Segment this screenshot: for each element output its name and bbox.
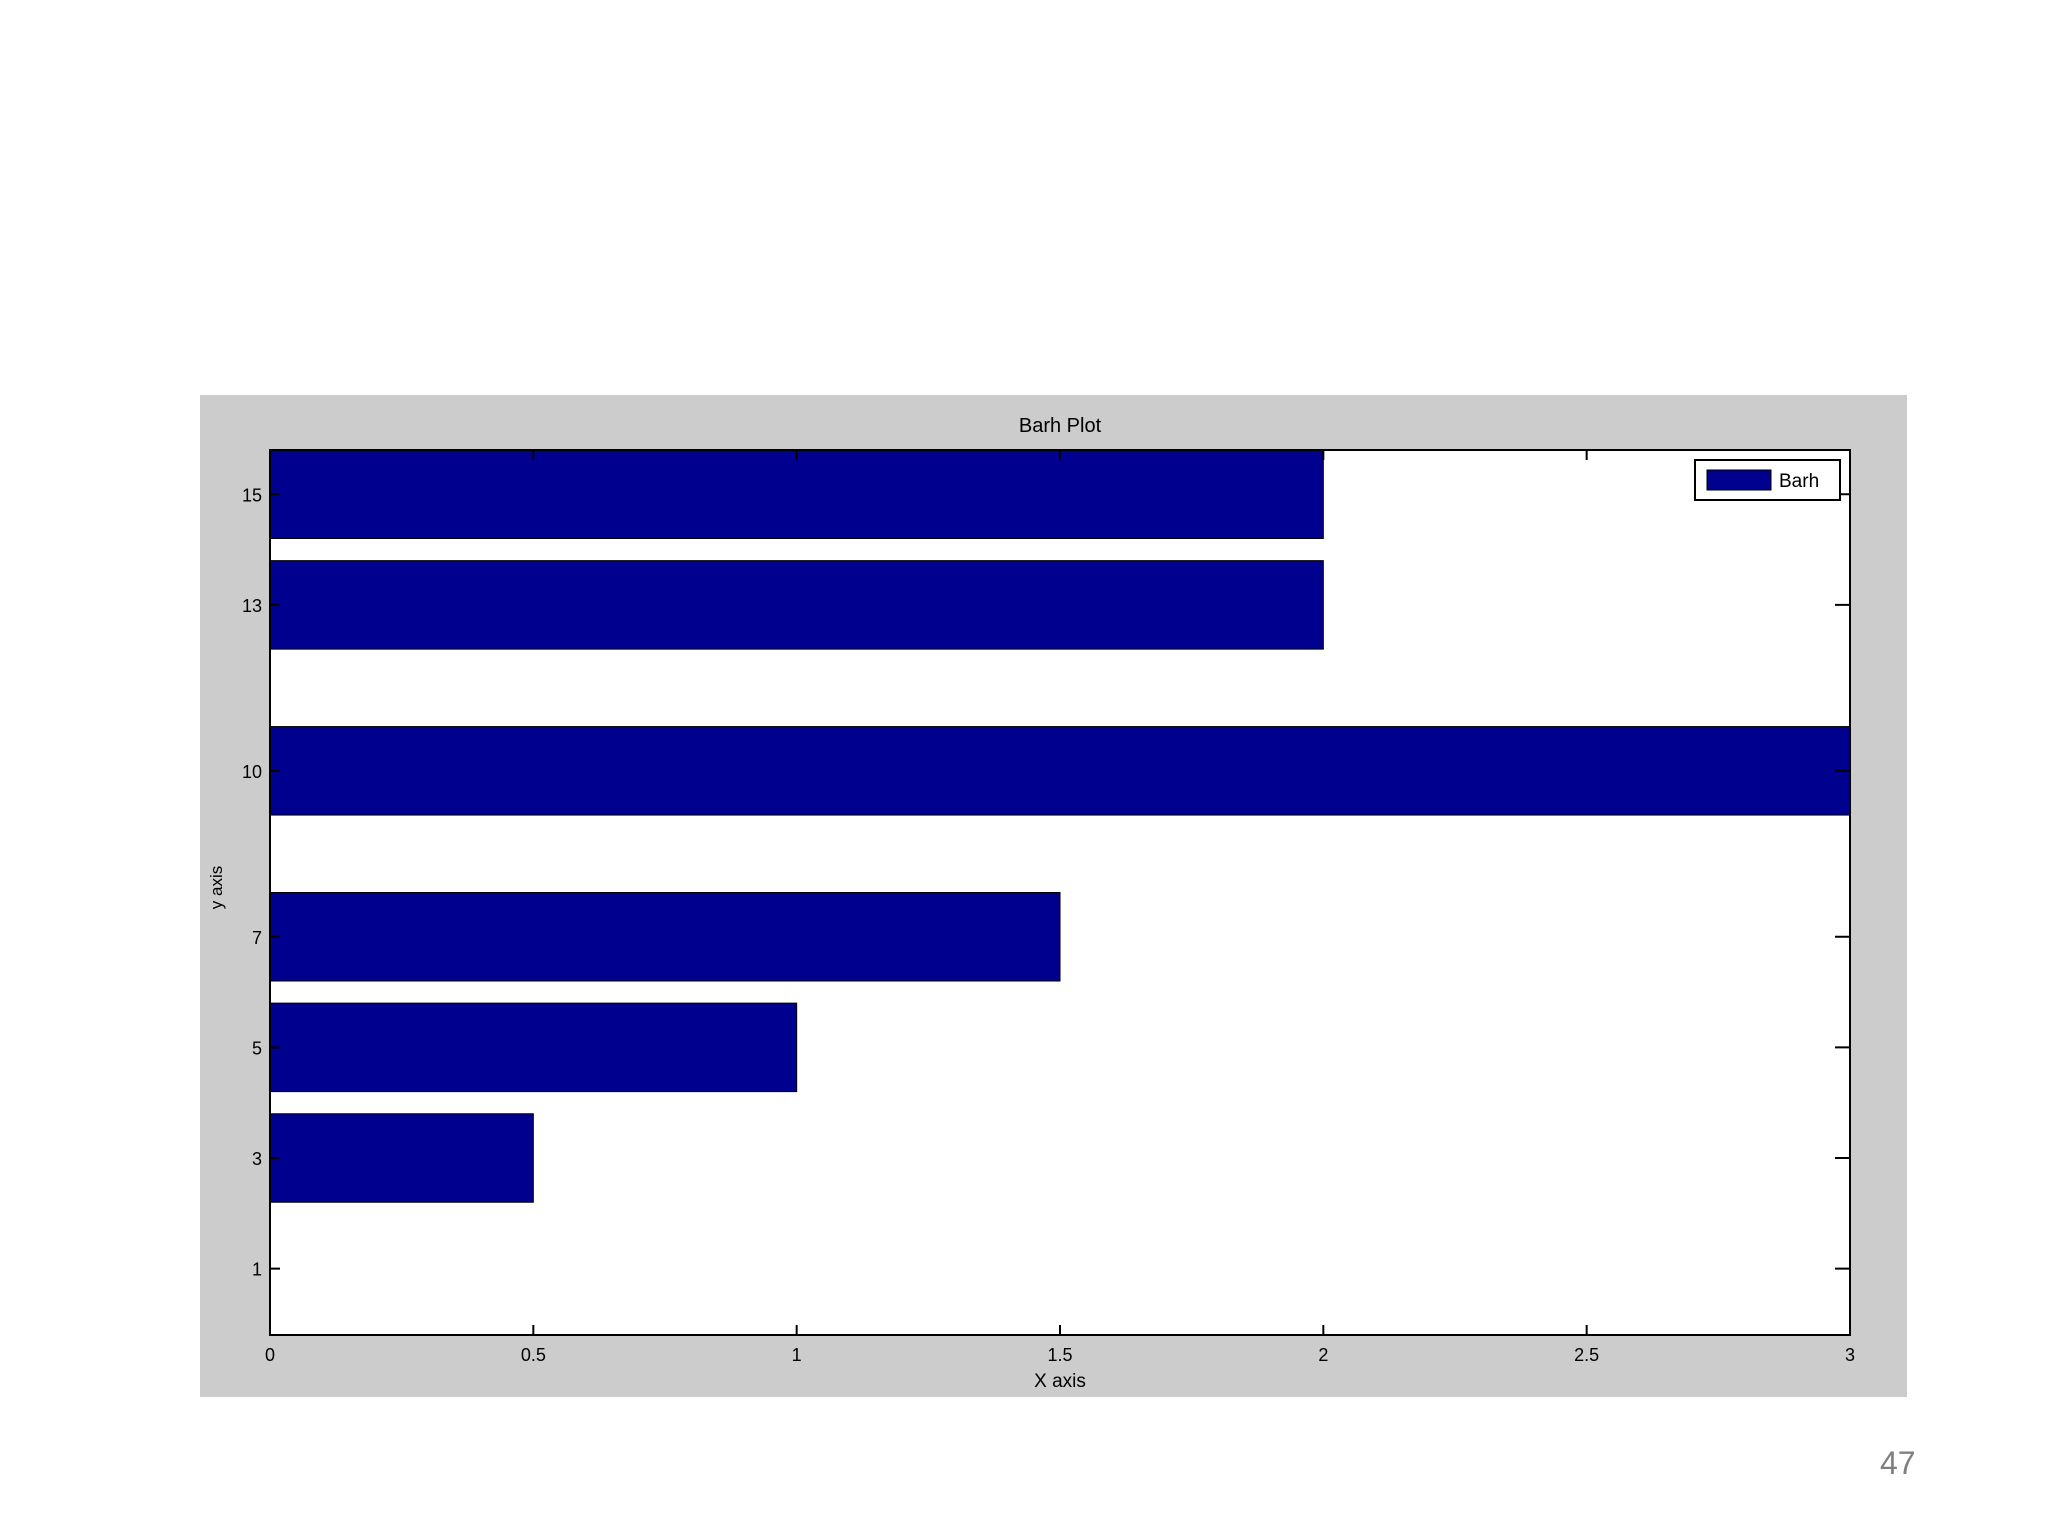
y-tick-label: 10 <box>242 762 262 782</box>
x-tick-label: 3 <box>1845 1345 1855 1365</box>
chart-title: Barh Plot <box>1019 415 1102 437</box>
bar-y-10 <box>269 726 1851 816</box>
x-tick-label: 2 <box>1318 1345 1328 1365</box>
y-tick-label: 15 <box>242 485 262 505</box>
legend: Barh <box>1694 459 1841 501</box>
x-tick-label: 1.5 <box>1047 1345 1072 1365</box>
figure-window: 0 0.5 1 1.5 2 2.5 3 1 3 5 7 10 13 15 Barh Plot X axis… <box>200 395 1907 1397</box>
y-tick-label: 7 <box>252 928 262 948</box>
legend-label: Barh <box>1779 471 1819 492</box>
bar-y-15 <box>269 449 1324 539</box>
y-tick-label: 3 <box>252 1149 262 1169</box>
x-tick-label: 0 <box>265 1345 275 1365</box>
y-tick-label: 13 <box>242 596 262 616</box>
bar-y-3 <box>269 1113 534 1203</box>
x-axis-label: X axis <box>1034 1371 1086 1392</box>
legend-swatch <box>1706 469 1772 491</box>
bar-y-7 <box>269 892 1061 982</box>
x-tick-label: 1 <box>792 1345 802 1365</box>
y-axis-label: y axis <box>207 866 226 909</box>
y-tick-label: 1 <box>252 1260 262 1280</box>
x-tick-label: 2.5 <box>1574 1345 1599 1365</box>
x-tick-label: 0.5 <box>521 1345 546 1365</box>
y-tick-label: 5 <box>252 1038 262 1058</box>
bar-y-5 <box>269 1002 798 1093</box>
bar-y-13 <box>269 560 1324 650</box>
slide-number: 47 <box>1880 1445 1916 1481</box>
